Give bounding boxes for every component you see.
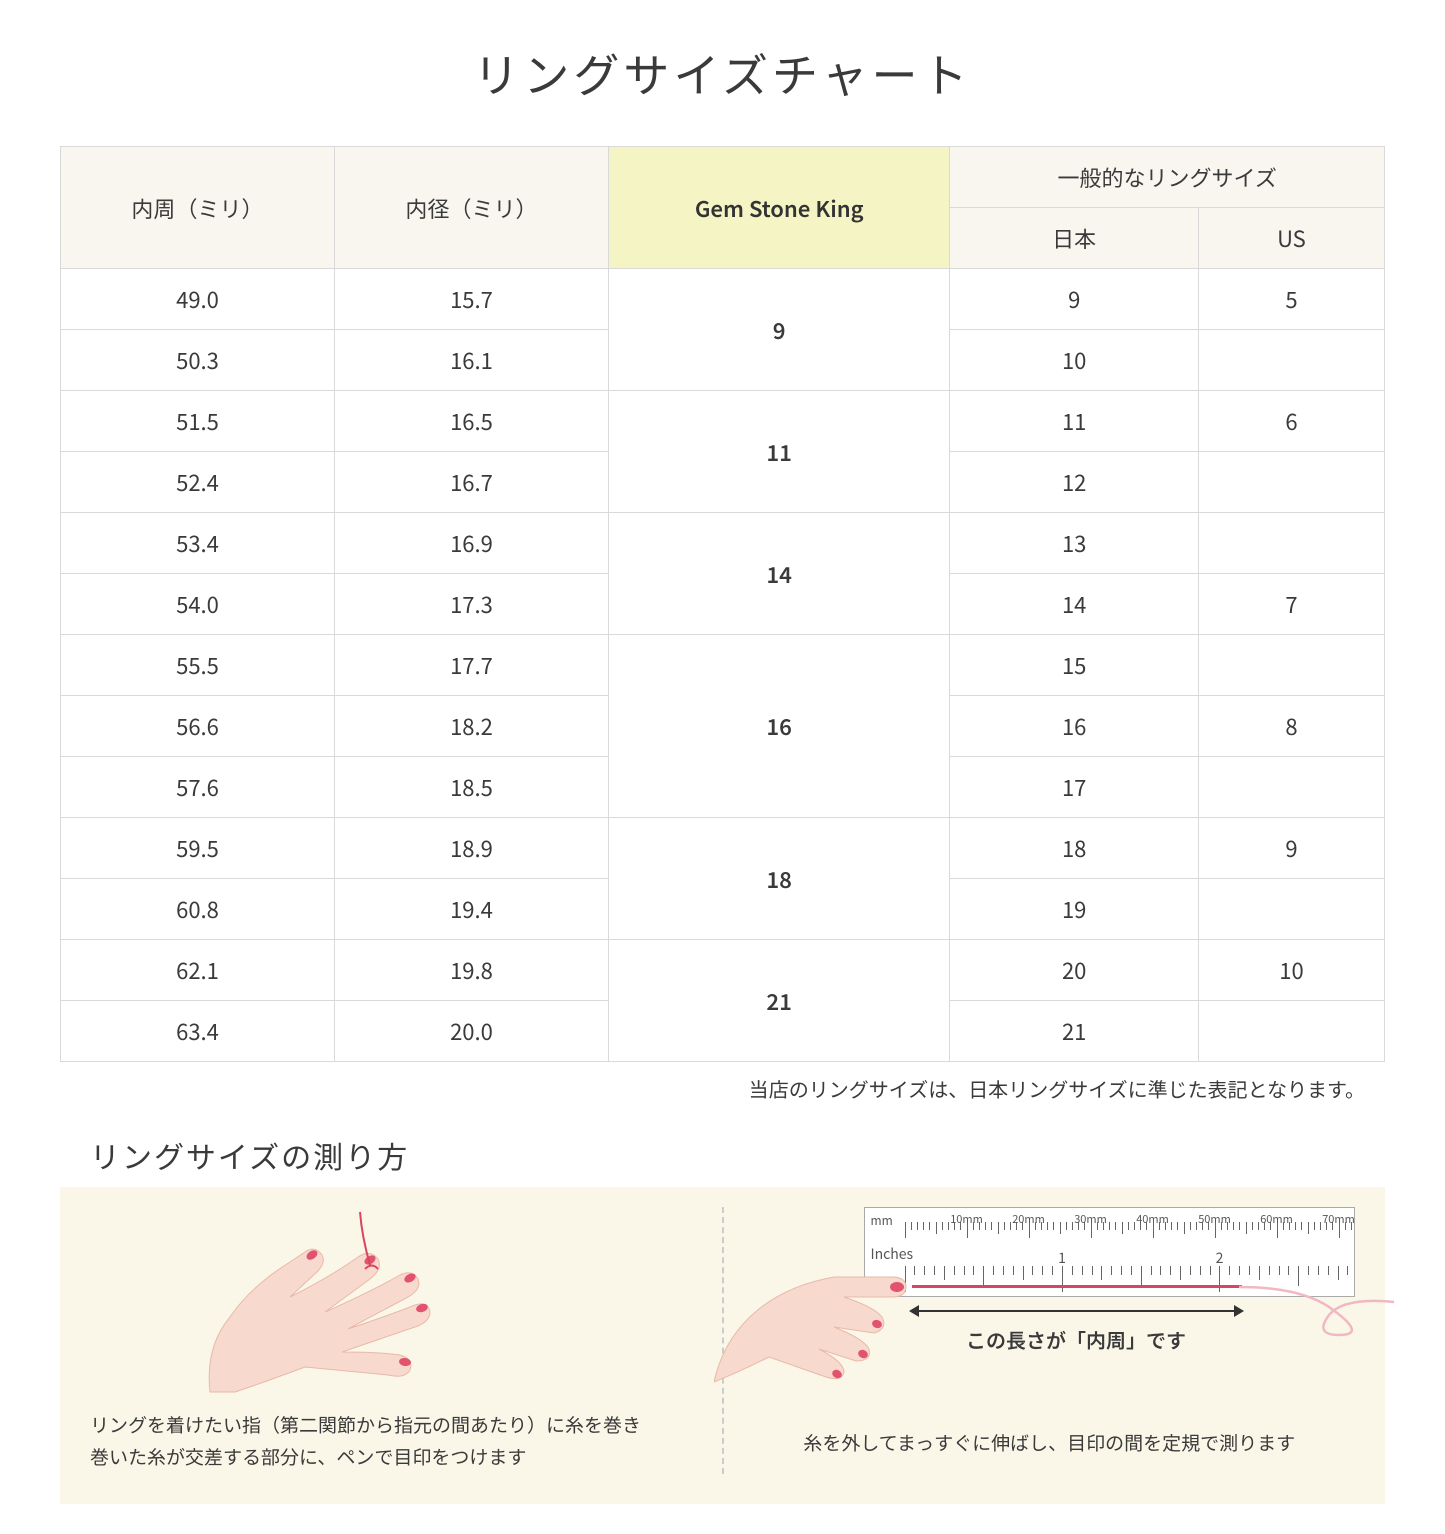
table-cell: 57.6 xyxy=(61,757,335,818)
table-cell: 15.7 xyxy=(334,269,608,330)
measure-label: この長さが「内周」です xyxy=(909,1325,1244,1354)
howto-title: リングサイズの測り方 xyxy=(60,1133,1385,1177)
table-cell: 15 xyxy=(950,635,1198,696)
table-cell: 9 xyxy=(950,269,1198,330)
ruler-mm-label: mm xyxy=(871,1212,893,1229)
table-cell: 18.9 xyxy=(334,818,608,879)
howto-left: リングを着けたい指（第二関節から指元の間あたり）に糸を巻き巻いた糸が交差する部分… xyxy=(90,1207,702,1474)
thread-line xyxy=(912,1285,1242,1288)
table-cell: 10 xyxy=(1198,940,1384,1001)
table-cell: 63.4 xyxy=(61,1001,335,1062)
header-us: US xyxy=(1198,208,1384,269)
page-title: リングサイズチャート xyxy=(60,40,1385,106)
table-cell: 60.8 xyxy=(61,879,335,940)
howto-left-text: リングを着けたい指（第二関節から指元の間あたり）に糸を巻き巻いた糸が交差する部分… xyxy=(90,1409,702,1474)
table-cell: 16.9 xyxy=(334,513,608,574)
table-cell: 62.1 xyxy=(61,940,335,1001)
table-cell: 11 xyxy=(608,391,950,513)
table-cell: 11 xyxy=(950,391,1198,452)
footnote: 当店のリングサイズは、日本リングサイズに準じた表記となります。 xyxy=(60,1074,1385,1103)
thread-curl-icon xyxy=(1239,1267,1399,1347)
table-cell xyxy=(1198,452,1384,513)
table-cell: 19.8 xyxy=(334,940,608,1001)
measure-arrow xyxy=(909,1305,1244,1317)
table-cell xyxy=(1198,635,1384,696)
table-cell: 8 xyxy=(1198,696,1384,757)
header-circumference: 内周（ミリ） xyxy=(61,147,335,269)
table-cell xyxy=(1198,1001,1384,1062)
table-cell xyxy=(1198,757,1384,818)
table-cell: 49.0 xyxy=(61,269,335,330)
table-cell: 50.3 xyxy=(61,330,335,391)
table-cell: 51.5 xyxy=(61,391,335,452)
table-row: 55.517.71615 xyxy=(61,635,1385,696)
table-cell xyxy=(1198,330,1384,391)
table-cell xyxy=(1198,513,1384,574)
table-cell: 12 xyxy=(950,452,1198,513)
table-cell: 14 xyxy=(950,574,1198,635)
howto-right: mm Inches 10mm20mm30mm40mm50mm60mm70mm 1… xyxy=(744,1207,1356,1474)
table-cell: 21 xyxy=(950,1001,1198,1062)
howto-panel: リングを着けたい指（第二関節から指元の間あたり）に糸を巻き巻いた糸が交差する部分… xyxy=(60,1187,1385,1504)
table-cell: 20 xyxy=(950,940,1198,1001)
table-cell: 14 xyxy=(608,513,950,635)
table-cell: 16.5 xyxy=(334,391,608,452)
table-cell: 20.0 xyxy=(334,1001,608,1062)
table-cell: 16 xyxy=(950,696,1198,757)
table-cell: 59.5 xyxy=(61,818,335,879)
table-cell: 56.6 xyxy=(61,696,335,757)
ring-size-table: 内周（ミリ） 内径（ミリ） Gem Stone King 一般的なリングサイズ … xyxy=(60,146,1385,1062)
table-cell: 17.7 xyxy=(334,635,608,696)
table-cell: 5 xyxy=(1198,269,1384,330)
table-cell xyxy=(1198,879,1384,940)
table-cell: 13 xyxy=(950,513,1198,574)
table-cell: 6 xyxy=(1198,391,1384,452)
table-row: 59.518.918189 xyxy=(61,818,1385,879)
table-cell: 54.0 xyxy=(61,574,335,635)
table-cell: 19 xyxy=(950,879,1198,940)
header-diameter: 内径（ミリ） xyxy=(334,147,608,269)
table-cell: 17 xyxy=(950,757,1198,818)
table-cell: 18.5 xyxy=(334,757,608,818)
table-cell: 10 xyxy=(950,330,1198,391)
table-row: 53.416.91413 xyxy=(61,513,1385,574)
hand-with-thread-icon xyxy=(90,1207,510,1397)
table-row: 49.015.7995 xyxy=(61,269,1385,330)
table-cell: 21 xyxy=(608,940,950,1062)
howto-right-text: 糸を外してまっすぐに伸ばし、目印の間を定規で測ります xyxy=(744,1427,1356,1459)
table-row: 62.119.8212010 xyxy=(61,940,1385,1001)
table-cell: 16.7 xyxy=(334,452,608,513)
table-cell: 9 xyxy=(1198,818,1384,879)
table-cell: 53.4 xyxy=(61,513,335,574)
table-cell: 52.4 xyxy=(61,452,335,513)
header-gsk: Gem Stone King xyxy=(608,147,950,269)
table-cell: 18 xyxy=(608,818,950,940)
table-cell: 19.4 xyxy=(334,879,608,940)
header-jp: 日本 xyxy=(950,208,1198,269)
hand-pointing-icon xyxy=(714,1247,914,1387)
table-cell: 55.5 xyxy=(61,635,335,696)
table-cell: 16.1 xyxy=(334,330,608,391)
table-row: 51.516.511116 xyxy=(61,391,1385,452)
table-cell: 17.3 xyxy=(334,574,608,635)
header-common: 一般的なリングサイズ xyxy=(950,147,1385,208)
table-cell: 9 xyxy=(608,269,950,391)
table-cell: 16 xyxy=(608,635,950,818)
table-cell: 18 xyxy=(950,818,1198,879)
table-cell: 7 xyxy=(1198,574,1384,635)
table-cell: 18.2 xyxy=(334,696,608,757)
